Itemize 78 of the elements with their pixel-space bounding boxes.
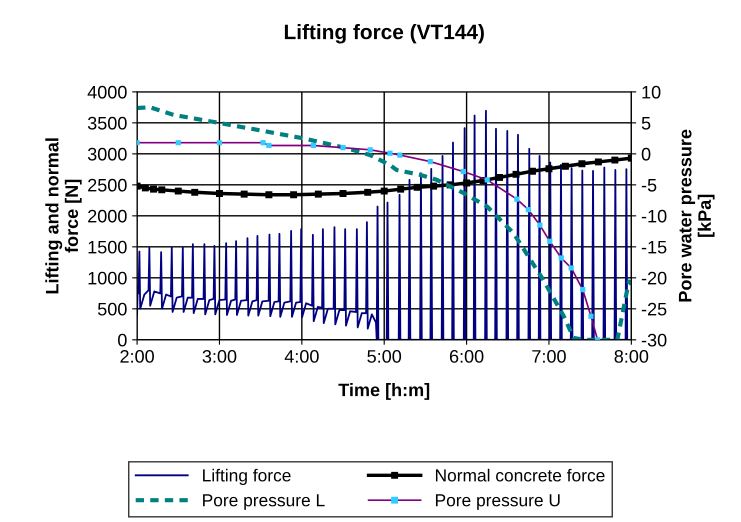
x-tick-label: 4:00 [284, 350, 319, 363]
y2-tick-label: 5 [642, 116, 650, 130]
y2-axis-title: Pore water pressure [kPa] [678, 130, 715, 302]
y-tick-label: 0 [118, 334, 127, 347]
point [364, 188, 372, 196]
y2-tick-label: -20 [642, 272, 666, 285]
point [216, 140, 222, 146]
line-series [137, 140, 600, 340]
y-axis-title: Lifting and normal force [N] [45, 138, 82, 294]
point [537, 222, 542, 228]
point [310, 142, 316, 148]
point [526, 207, 531, 212]
point [174, 188, 182, 195]
point [414, 184, 421, 191]
point [290, 191, 298, 198]
point [368, 147, 373, 152]
y-tick-label: 2000 [88, 210, 127, 223]
y2-tick-label: -30 [642, 334, 666, 347]
x-tick-label: 8:00 [614, 350, 648, 363]
y-tick-label: 3000 [88, 148, 127, 161]
point [380, 188, 388, 195]
y-tick-label: 1000 [88, 272, 127, 285]
point [588, 314, 594, 319]
point [387, 150, 393, 156]
point [545, 165, 552, 172]
point [463, 180, 470, 186]
point [314, 190, 322, 198]
point [512, 170, 520, 178]
legend-label: Pore pressure L [203, 494, 325, 510]
y2-tick-label: -25 [642, 302, 666, 316]
y-tick-label: 4000 [88, 86, 127, 99]
x-tick-label: 3:00 [202, 350, 236, 363]
point [496, 174, 504, 181]
point [265, 191, 272, 198]
point [158, 186, 166, 194]
x-tick-label: 2:00 [120, 350, 154, 363]
point [397, 186, 404, 193]
point [428, 159, 433, 164]
point [568, 265, 574, 271]
point [150, 186, 158, 193]
point [216, 190, 223, 198]
legend-label: Lifting force [203, 468, 291, 485]
point [340, 190, 346, 198]
point [529, 168, 536, 175]
point [594, 158, 602, 166]
y2-tick-label: -10 [642, 210, 666, 223]
point [460, 168, 466, 174]
point [240, 190, 248, 198]
y2-tick-label: -15 [642, 240, 666, 254]
point [340, 145, 346, 150]
chart-title: Lifting force (VT144) [284, 24, 484, 44]
y-tick-label: 2500 [88, 178, 127, 192]
point [578, 160, 586, 168]
y2-tick-label: -5 [642, 178, 656, 192]
point [176, 140, 181, 146]
x-tick-label: 5:00 [367, 350, 402, 363]
point [562, 162, 569, 170]
x-tick-label: 7:00 [532, 350, 566, 363]
x-axis-title: Time [h:m] [338, 383, 430, 400]
point [611, 156, 618, 164]
x-tick-label: 6:00 [450, 350, 484, 363]
y-tick-label: 1500 [88, 240, 127, 254]
point [484, 177, 490, 182]
point [260, 140, 266, 146]
point [191, 188, 198, 196]
point [514, 196, 520, 202]
point [430, 182, 438, 190]
y2-tick-label: 10 [642, 86, 660, 99]
y-tick-label: 500 [98, 302, 127, 316]
point [547, 238, 552, 244]
point [397, 152, 402, 158]
point [558, 255, 564, 261]
y-tick-label: 3500 [88, 116, 127, 130]
legend-label: Normal concrete force [436, 468, 605, 482]
point [266, 142, 272, 148]
legend-label: Pore pressure U [436, 494, 560, 510]
y2-tick-label: 0 [642, 148, 650, 161]
point [580, 287, 586, 292]
